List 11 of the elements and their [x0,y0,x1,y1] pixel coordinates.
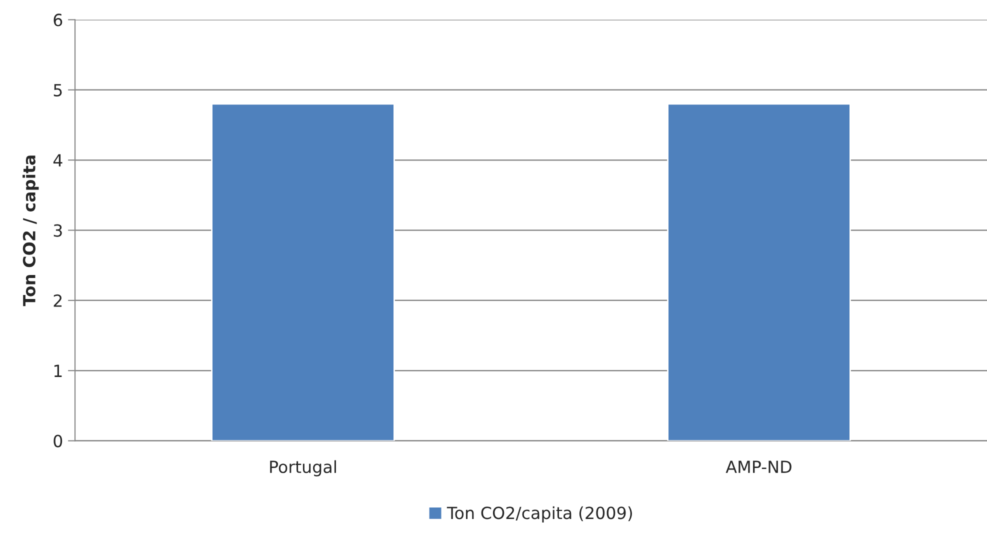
legend-label: Ton CO2/capita (2009) [446,506,632,522]
y-tick-label: 1 [54,364,62,377]
y-tick-label: 2 [54,294,62,307]
y-tick-label: 3 [54,224,62,237]
x-tick-label: Portugal [270,460,336,476]
y-axis-title: Ton CO2 / capita [22,156,39,306]
y-tick-label: 0 [54,434,62,448]
y-tick-label: 5 [54,84,62,96]
y-tick-label: 6 [54,14,62,26]
y-tick-label: 4 [53,154,62,166]
x-tick-label: AMP-ND [726,460,792,473]
